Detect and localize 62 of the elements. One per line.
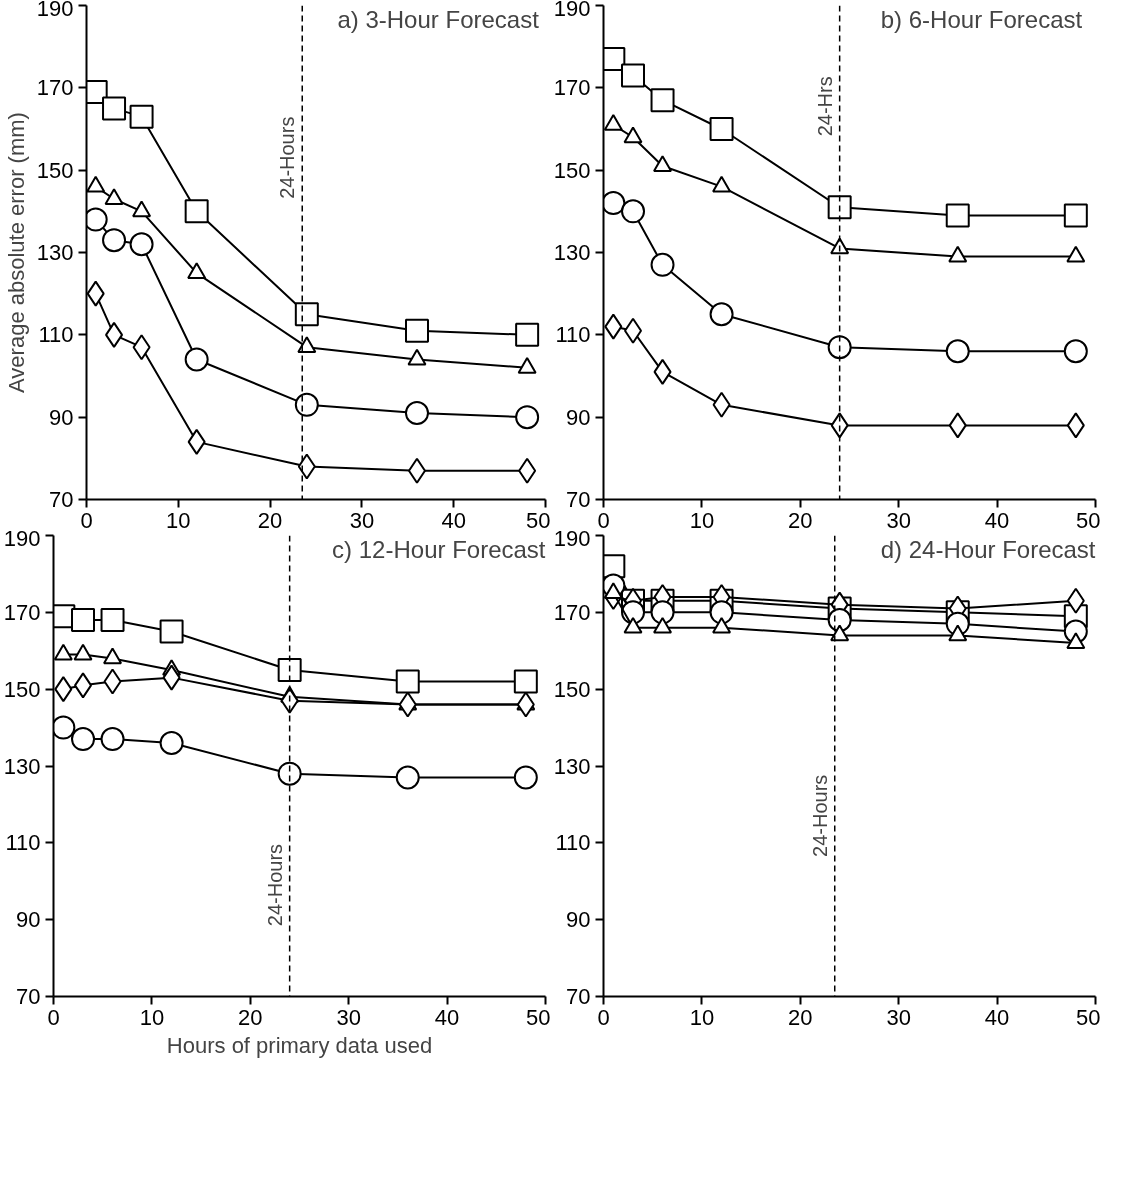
x-tick-label: 30 — [349, 507, 375, 533]
x-tick-label: 40 — [441, 507, 466, 533]
y-tick-label: 90 — [566, 907, 591, 933]
y-tick-label: 110 — [5, 830, 41, 856]
y-tick-label: 130 — [553, 240, 591, 265]
x-tick-label: 20 — [788, 507, 813, 533]
y-tick-label: 90 — [16, 907, 41, 933]
chart-title: d) 24-Hour Forecast — [880, 535, 1096, 563]
chart-title: a) 3-Hour Forecast — [337, 5, 540, 33]
x-tick-label: 0 — [597, 507, 610, 533]
y-tick-label: 130 — [3, 753, 41, 779]
y-tick-label: 70 — [566, 487, 591, 512]
x-tick-label: 10 — [139, 1004, 165, 1030]
x-tick-label: 30 — [336, 1004, 361, 1030]
y-tick-label: 190 — [3, 525, 41, 551]
x-tick-label: 10 — [166, 507, 191, 533]
y-tick-label: 70 — [566, 984, 591, 1009]
x-tick-label: 20 — [788, 1004, 813, 1030]
y-tick-label: 70 — [49, 487, 74, 512]
x-tick-label: 0 — [597, 1004, 610, 1030]
y-tick-label: 170 — [553, 75, 591, 101]
y-tick-label: 190 — [553, 0, 591, 21]
y-tick-label: 150 — [36, 157, 74, 183]
x-tick-label: 40 — [984, 507, 1010, 533]
x-tick-label: 20 — [238, 1004, 263, 1030]
x-tick-label: 50 — [526, 507, 551, 533]
y-axis-title: Average absolute error (mm) — [3, 112, 29, 393]
ref-line-label: 24-Hours — [263, 843, 286, 927]
y-tick-label: 170 — [36, 75, 74, 101]
y-tick-label: 110 — [555, 322, 591, 348]
chart-title: c) 12-Hour Forecast — [332, 535, 546, 563]
x-tick-label: 20 — [257, 507, 283, 533]
y-tick-label: 170 — [553, 599, 591, 625]
y-tick-label: 90 — [49, 404, 74, 430]
y-tick-label: 130 — [36, 240, 74, 265]
ref-line-label: 24-Hrs — [813, 76, 836, 137]
ref-line-label: 24-Hours — [276, 116, 299, 199]
chart-title: b) 6-Hour Forecast — [880, 5, 1083, 33]
x-tick-label: 10 — [689, 507, 715, 533]
x-axis-title: Hours of primary data used — [166, 1032, 433, 1058]
x-tick-label: 50 — [526, 1004, 551, 1030]
x-tick-label: 40 — [984, 1004, 1010, 1030]
y-tick-label: 150 — [553, 157, 591, 183]
y-tick-label: 170 — [3, 599, 41, 625]
x-tick-label: 10 — [689, 1004, 715, 1030]
y-tick-label: 110 — [38, 322, 74, 348]
x-tick-label: 0 — [80, 507, 93, 533]
ref-line-label: 24-Hours — [808, 774, 831, 857]
y-tick-label: 150 — [3, 676, 41, 702]
x-tick-label: 50 — [1076, 507, 1101, 533]
x-tick-label: 50 — [1076, 1004, 1101, 1030]
y-tick-label: 130 — [553, 753, 591, 779]
y-tick-label: 70 — [16, 984, 41, 1009]
x-tick-label: 30 — [886, 507, 911, 533]
x-tick-label: 0 — [47, 1004, 60, 1030]
y-tick-label: 190 — [36, 0, 74, 21]
x-tick-label: 30 — [886, 1004, 911, 1030]
y-tick-label: 110 — [555, 830, 591, 856]
y-tick-label: 190 — [553, 525, 591, 551]
y-tick-label: 90 — [566, 404, 591, 430]
x-tick-label: 40 — [434, 1004, 460, 1030]
y-tick-label: 150 — [553, 676, 591, 702]
